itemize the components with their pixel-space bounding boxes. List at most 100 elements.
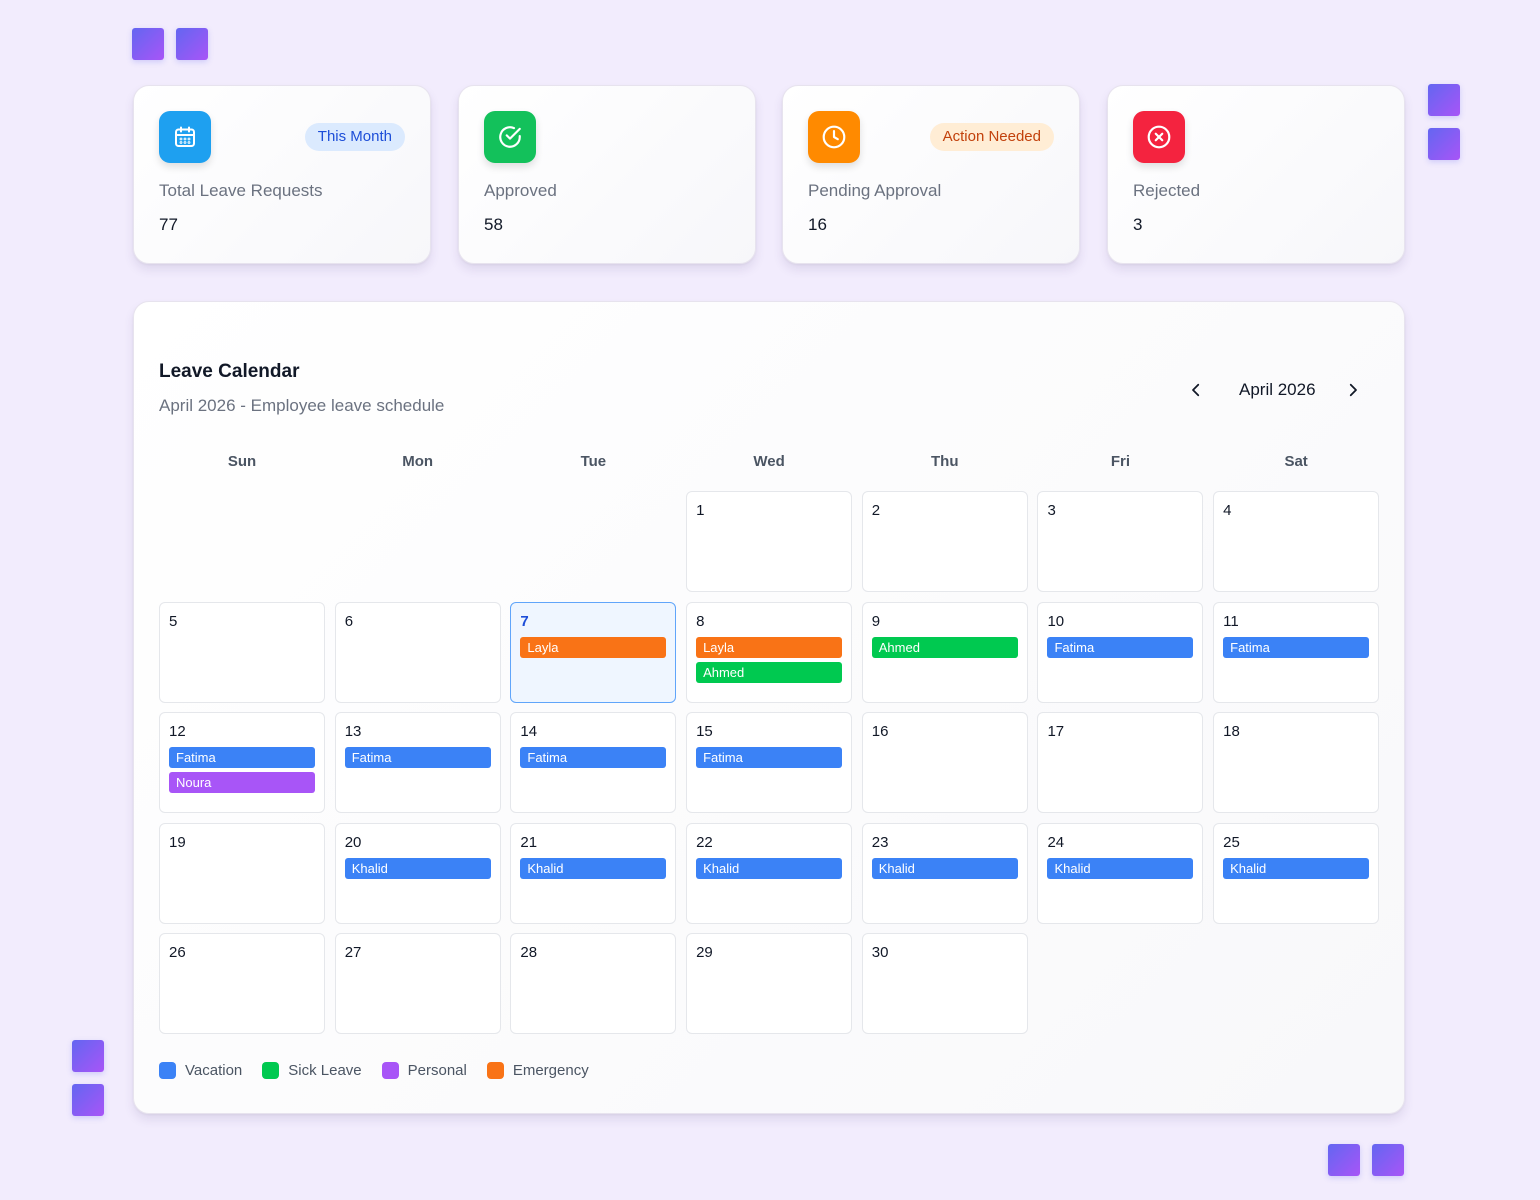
chevron-left-icon	[1192, 383, 1200, 397]
day-number: 1	[696, 502, 705, 519]
calendar-day-20[interactable]: 20 Khalid	[334, 822, 501, 924]
status-badge: Action Needed	[929, 123, 1054, 151]
legend-label: Emergency	[512, 1062, 589, 1079]
day-number: 17	[1047, 723, 1065, 740]
calendar-day-13[interactable]: 13 Fatima	[334, 712, 501, 813]
calendar-day-6[interactable]: 6	[334, 601, 501, 703]
calendar-day-2[interactable]: 2	[861, 491, 1028, 592]
prev-month-button[interactable]	[1182, 376, 1210, 404]
day-number: 23	[871, 833, 889, 851]
day-number: 9	[871, 612, 881, 630]
next-month-button[interactable]	[1339, 376, 1367, 404]
leave-event-emergency[interactable]: Layla	[696, 636, 843, 658]
day-number: 5	[169, 612, 178, 630]
calendar-day-21[interactable]: 21 Khalid	[510, 822, 677, 924]
clock-icon	[808, 111, 860, 163]
leave-event-sick[interactable]: Ahmed	[696, 661, 843, 683]
calendar-day-10[interactable]: 10 Fatima	[1037, 601, 1204, 703]
weekday-label: Wed	[753, 453, 785, 470]
leave-event-vacation[interactable]: Fatima	[169, 747, 315, 768]
calendar-day-16[interactable]: 16	[861, 712, 1028, 813]
day-number: 20	[344, 833, 362, 851]
weekday-label: Fri	[1110, 453, 1131, 470]
calendar-day-26[interactable]: 26	[159, 933, 325, 1034]
day-number: 18	[1223, 723, 1240, 740]
calendar-day-4[interactable]: 4	[1213, 491, 1380, 592]
legend-swatch	[262, 1062, 280, 1079]
stat-value: 77	[159, 215, 178, 234]
leave-event-vacation[interactable]: Khalid	[1047, 857, 1194, 879]
leave-event-emergency[interactable]: Layla	[520, 636, 667, 658]
calendar-day-25[interactable]: 25 Khalid	[1213, 822, 1380, 924]
calendar-day-19[interactable]: 19	[159, 822, 325, 924]
calendar-day-5[interactable]: 5	[159, 601, 325, 703]
day-number: 26	[169, 944, 186, 961]
calendar-empty-cell	[510, 491, 676, 592]
calendar-day-9[interactable]: 9 Ahmed	[861, 601, 1028, 703]
calendar-day-12[interactable]: 12 Fatima Noura	[159, 712, 325, 813]
decorative-square	[1428, 128, 1460, 160]
leave-event-sick[interactable]: Ahmed	[871, 636, 1018, 658]
calendar-day-17[interactable]: 17	[1037, 712, 1204, 813]
calendar-day-14[interactable]: 14 Fatima	[510, 712, 677, 813]
leave-event-vacation[interactable]: Fatima	[520, 747, 667, 768]
day-number: 10	[1047, 612, 1065, 630]
calendar-grid: 1 2 3 4 5 6 7 Layla 8 Layla Ahmed 9 Ahmed 10 Fatima 11 F…	[159, 491, 1380, 1034]
legend-item-sick-leave: Sick Leave	[262, 1062, 362, 1079]
legend-swatch	[159, 1062, 176, 1079]
stat-card-rejected: Rejected 3	[1107, 85, 1405, 264]
calendar-day-23[interactable]: 23 Khalid	[861, 822, 1028, 924]
day-number: 6	[344, 612, 354, 630]
calendar-title: Leave Calendar	[159, 361, 300, 382]
day-number: 28	[520, 944, 538, 961]
decorative-square	[176, 28, 208, 60]
calendar-day-11[interactable]: 11 Fatima	[1213, 601, 1380, 703]
leave-event-vacation[interactable]: Khalid	[1223, 857, 1370, 879]
leave-event-vacation[interactable]: Khalid	[871, 857, 1018, 879]
leave-event-personal[interactable]: Noura	[169, 772, 315, 793]
decorative-square	[72, 1040, 104, 1072]
legend-item-personal: Personal	[381, 1062, 467, 1079]
leave-calendar-card: Leave Calendar April 2026 - Employee lea…	[133, 301, 1405, 1114]
leave-event-vacation[interactable]: Khalid	[344, 857, 491, 879]
calendar-day-24[interactable]: 24 Khalid	[1037, 822, 1204, 924]
calendar-day-3[interactable]: 3	[1037, 491, 1204, 592]
leave-event-vacation[interactable]: Fatima	[1223, 636, 1370, 658]
day-number: 8	[696, 612, 705, 630]
day-number: 3	[1047, 502, 1056, 519]
leave-event-vacation[interactable]: Fatima	[696, 747, 843, 768]
calendar-empty-cell	[159, 491, 325, 592]
calendar-day-15[interactable]: 15 Fatima	[686, 712, 853, 813]
calendar-empty-cell	[335, 491, 501, 592]
calendar-day-7[interactable]: 7 Layla	[510, 601, 677, 703]
day-number: 25	[1223, 833, 1240, 851]
weekday-label: Mon	[402, 453, 434, 470]
chevron-right-icon	[1349, 383, 1357, 397]
calendar-day-29[interactable]: 29	[686, 933, 853, 1034]
legend-item-vacation: Vacation	[159, 1062, 242, 1079]
month-navigator: April 2026	[1182, 376, 1367, 404]
stat-value: 58	[484, 215, 503, 234]
weekday-label: Thu	[931, 453, 959, 470]
leave-event-vacation[interactable]: Khalid	[520, 857, 667, 879]
day-number: 7	[520, 612, 529, 630]
stat-card-pending: Action Needed Pending Approval 16	[782, 85, 1080, 264]
day-number: 21	[520, 833, 538, 851]
calendar-day-22[interactable]: 22 Khalid	[686, 822, 853, 924]
calendar-day-8[interactable]: 8 Layla Ahmed	[686, 601, 853, 703]
calendar-day-30[interactable]: 30	[861, 933, 1028, 1034]
weekday-label: Tue	[580, 453, 607, 470]
day-number: 24	[1047, 833, 1065, 851]
leave-event-vacation[interactable]: Fatima	[344, 747, 491, 768]
decorative-square	[1428, 84, 1460, 116]
legend: Vacation Sick Leave Personal Emergency	[159, 1062, 609, 1079]
calendar-day-28[interactable]: 28	[510, 933, 677, 1034]
calendar-day-27[interactable]: 27	[334, 933, 501, 1034]
day-number: 22	[696, 833, 713, 851]
calendar-day-1[interactable]: 1	[686, 491, 853, 592]
day-number: 4	[1223, 502, 1232, 519]
weekday-label: Sun	[227, 453, 257, 470]
leave-event-vacation[interactable]: Khalid	[696, 857, 843, 879]
leave-event-vacation[interactable]: Fatima	[1047, 636, 1194, 658]
calendar-day-18[interactable]: 18	[1213, 712, 1380, 813]
